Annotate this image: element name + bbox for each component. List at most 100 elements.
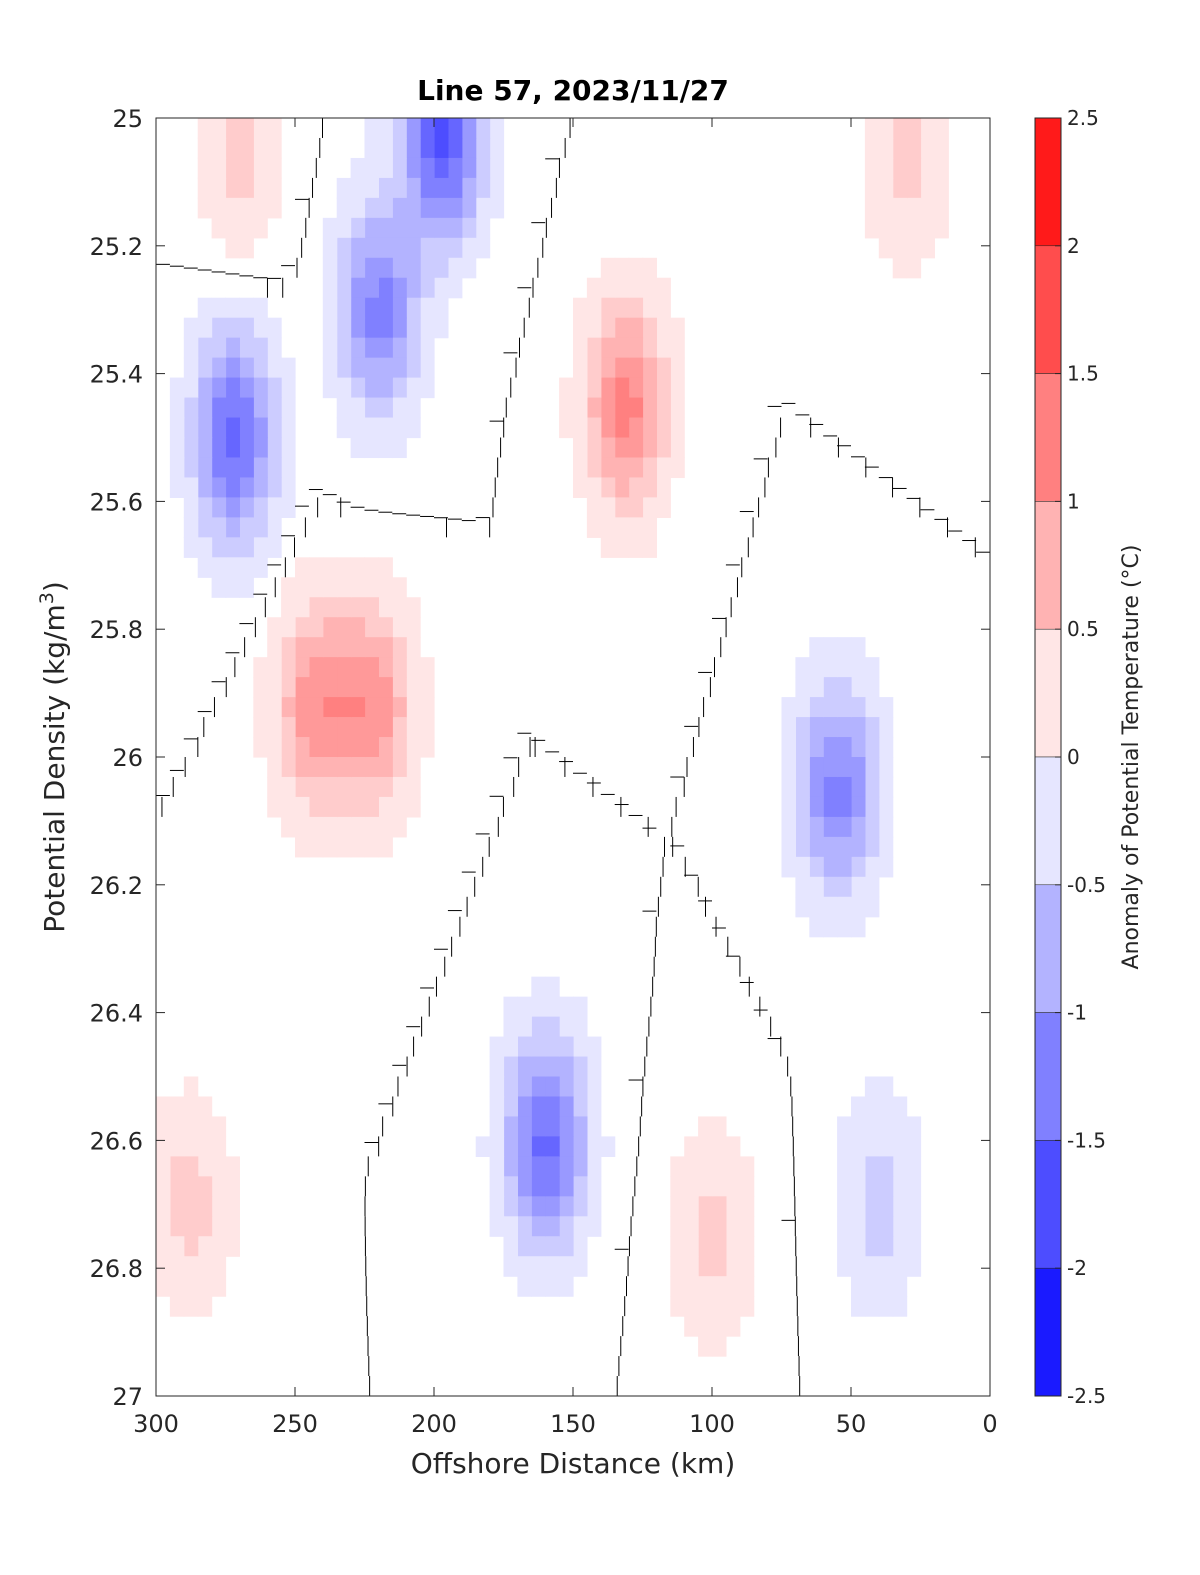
contour-cell: [712, 1216, 727, 1237]
y-tick-label: 26.2: [90, 872, 143, 900]
contour-cell: [573, 1016, 588, 1038]
contour-cell: [573, 1176, 588, 1197]
contour-cell: [183, 397, 199, 419]
contour-cell: [475, 197, 491, 219]
colorbar-tick-label: -1: [1067, 1001, 1087, 1025]
contour-cell: [573, 1096, 588, 1118]
contour-cell: [350, 317, 366, 339]
contour-cell: [350, 597, 366, 618]
contour-cell: [156, 1176, 171, 1197]
contour-cell: [169, 1116, 185, 1138]
contour-cell: [406, 597, 421, 618]
contour-cell: [851, 697, 866, 718]
contour-cell: [322, 597, 338, 618]
contour-cell: [573, 357, 588, 379]
contour-cell: [545, 1076, 560, 1098]
contour-cell: [406, 796, 421, 818]
contour-cell: [350, 637, 366, 658]
contour-cell: [281, 637, 296, 658]
contour-cell: [447, 197, 463, 219]
contour-cell: [475, 177, 491, 199]
contour-cell: [656, 377, 671, 399]
contour-cell: [586, 1196, 602, 1217]
contour-cell: [364, 577, 379, 598]
contour-cell: [392, 157, 407, 179]
contour-cell: [322, 617, 338, 638]
contour-cell: [461, 137, 477, 159]
contour-cell: [239, 557, 254, 578]
contour-cell: [503, 1076, 518, 1098]
contour-cell: [225, 157, 240, 179]
contour-cell: [878, 1136, 894, 1157]
contour-cell: [225, 177, 240, 199]
contour-cell: [684, 1176, 699, 1197]
contour-cell: [253, 417, 268, 439]
contour-cell: [308, 776, 324, 798]
contour-cell: [559, 397, 574, 419]
contour-cell: [837, 717, 852, 738]
contour-cell: [267, 776, 282, 798]
contour-cell: [336, 657, 352, 678]
colorbar-band: [1034, 373, 1062, 502]
contour-cell: [851, 1156, 866, 1177]
contour-cell: [336, 317, 352, 339]
contour-cell: [545, 1216, 560, 1237]
contour-cell: [698, 1236, 713, 1257]
contour-cell: [364, 118, 379, 139]
contour-cell: [586, 397, 602, 419]
contour-cell: [239, 137, 254, 159]
contour-cell: [920, 137, 935, 159]
contour-cell: [336, 177, 352, 199]
contour-cell: [642, 337, 657, 359]
contour-cell: [350, 796, 366, 818]
contour-cell: [253, 697, 268, 718]
contour-cell: [267, 637, 282, 658]
contour-cell: [864, 737, 880, 758]
contour-cell: [336, 717, 352, 738]
contour-cell: [600, 357, 616, 379]
contour-cell: [392, 577, 407, 598]
contour-cell: [267, 157, 282, 179]
contour-cell: [656, 337, 671, 359]
contour-cell: [364, 597, 379, 618]
contour-cell: [169, 1236, 185, 1257]
contour-cell: [378, 277, 393, 299]
contour-cell: [851, 876, 866, 898]
contour-cell: [586, 1036, 602, 1058]
contour-cell: [253, 118, 268, 139]
contour-cell: [392, 237, 407, 259]
contour-cell: [531, 1136, 546, 1157]
contour-cell: [253, 737, 268, 758]
contour-cell: [851, 1276, 866, 1297]
contour-cell: [322, 776, 338, 798]
plot-area: [155, 117, 991, 1397]
colorbar-tick-label: -2.5: [1067, 1384, 1106, 1408]
contour-cell: [267, 717, 282, 738]
contour-cell: [878, 757, 894, 778]
contour-fills: [156, 118, 949, 1357]
contour-cell: [545, 1276, 560, 1297]
contour-cell: [447, 277, 463, 299]
contour-cell: [281, 497, 296, 518]
contour-cell: [350, 277, 366, 299]
contour-cell: [684, 1156, 699, 1177]
contour-cell: [378, 437, 393, 459]
contour-cell: [906, 137, 922, 159]
contour-cell: [239, 237, 254, 259]
contour-cell: [225, 137, 240, 159]
contour-cell: [864, 197, 880, 219]
contour-cell: [864, 1156, 880, 1177]
contour-cell: [364, 717, 379, 738]
contour-cell: [823, 876, 838, 898]
contour-cell: [656, 357, 671, 379]
contour-cell: [809, 836, 824, 858]
contour-cell: [281, 477, 296, 499]
contour-cell: [169, 397, 185, 419]
contour-cell: [322, 836, 338, 858]
contour-cell: [517, 1196, 532, 1217]
contour-cell: [239, 317, 254, 339]
contour-cell: [517, 1076, 532, 1098]
contour-cell: [823, 916, 838, 938]
contour-cell: [336, 617, 352, 638]
contour-cell: [878, 1196, 894, 1217]
